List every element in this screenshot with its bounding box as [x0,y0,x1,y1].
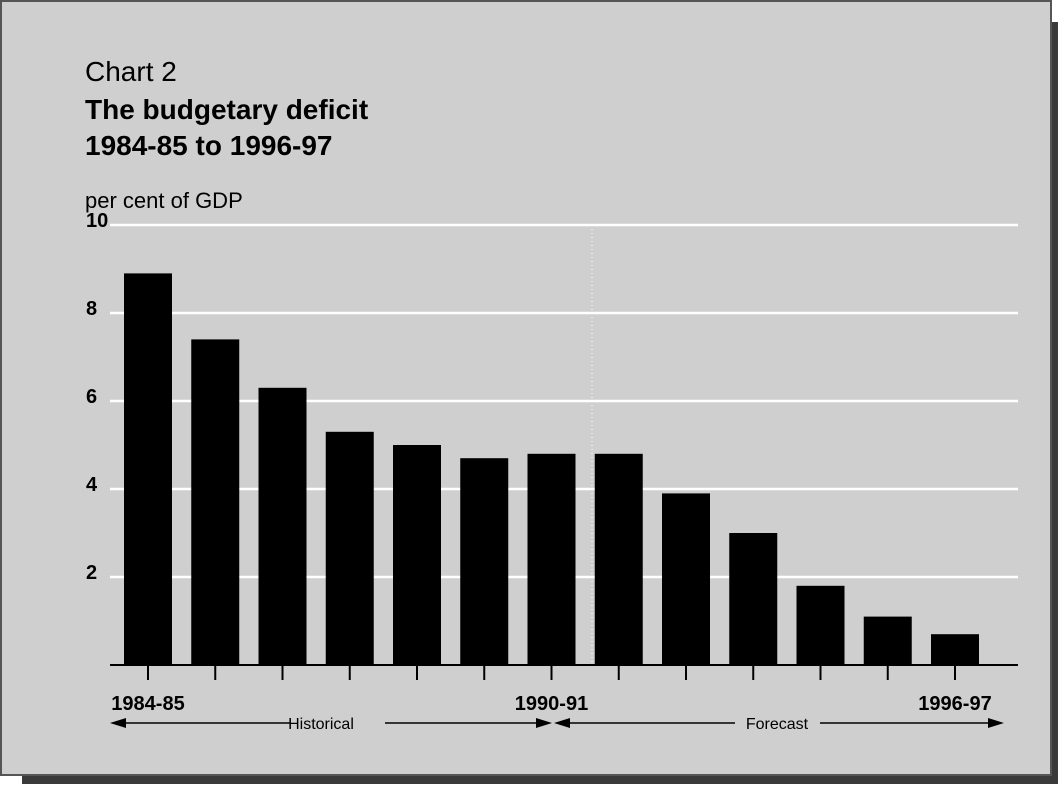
x-tick-label: 1984-85 [111,693,184,715]
bar [393,445,441,665]
y-tick-label: 4 [86,474,98,496]
bar [258,387,307,665]
bar [460,458,509,665]
bar [124,273,172,665]
forecast-arrow-head-right [988,718,1004,728]
bar [863,616,912,665]
bar [662,493,710,665]
chart-title: The budgetary deficit 1984-85 to 1996-97 [85,92,368,164]
forecast-arrow-head-left [554,718,570,728]
historical-arrow-head-left [110,718,126,728]
y-tick-label: 8 [86,298,97,320]
chart-title-line-1: The budgetary deficit [85,94,369,125]
bar [594,453,643,665]
chart-title-line-2: 1984-85 to 1996-97 [85,130,333,161]
period-label-historical: Historical [288,716,354,733]
chart-number: Chart 2 [85,56,177,87]
period-label-forecast: Forecast [746,716,809,733]
bar [191,339,240,665]
y-axis-label: per cent of GDP [85,188,243,213]
bar [931,634,979,665]
y-tick-label: 10 [86,210,108,232]
y-tick-label: 2 [86,562,97,584]
bar [796,585,845,665]
bar [729,533,778,665]
bar [527,453,576,665]
historical-arrow-head-right [536,718,552,728]
x-tick-label: 1990-91 [515,693,588,715]
x-tick-label: 1996-97 [918,693,991,715]
y-tick-label: 6 [86,386,97,408]
bar [325,431,374,665]
